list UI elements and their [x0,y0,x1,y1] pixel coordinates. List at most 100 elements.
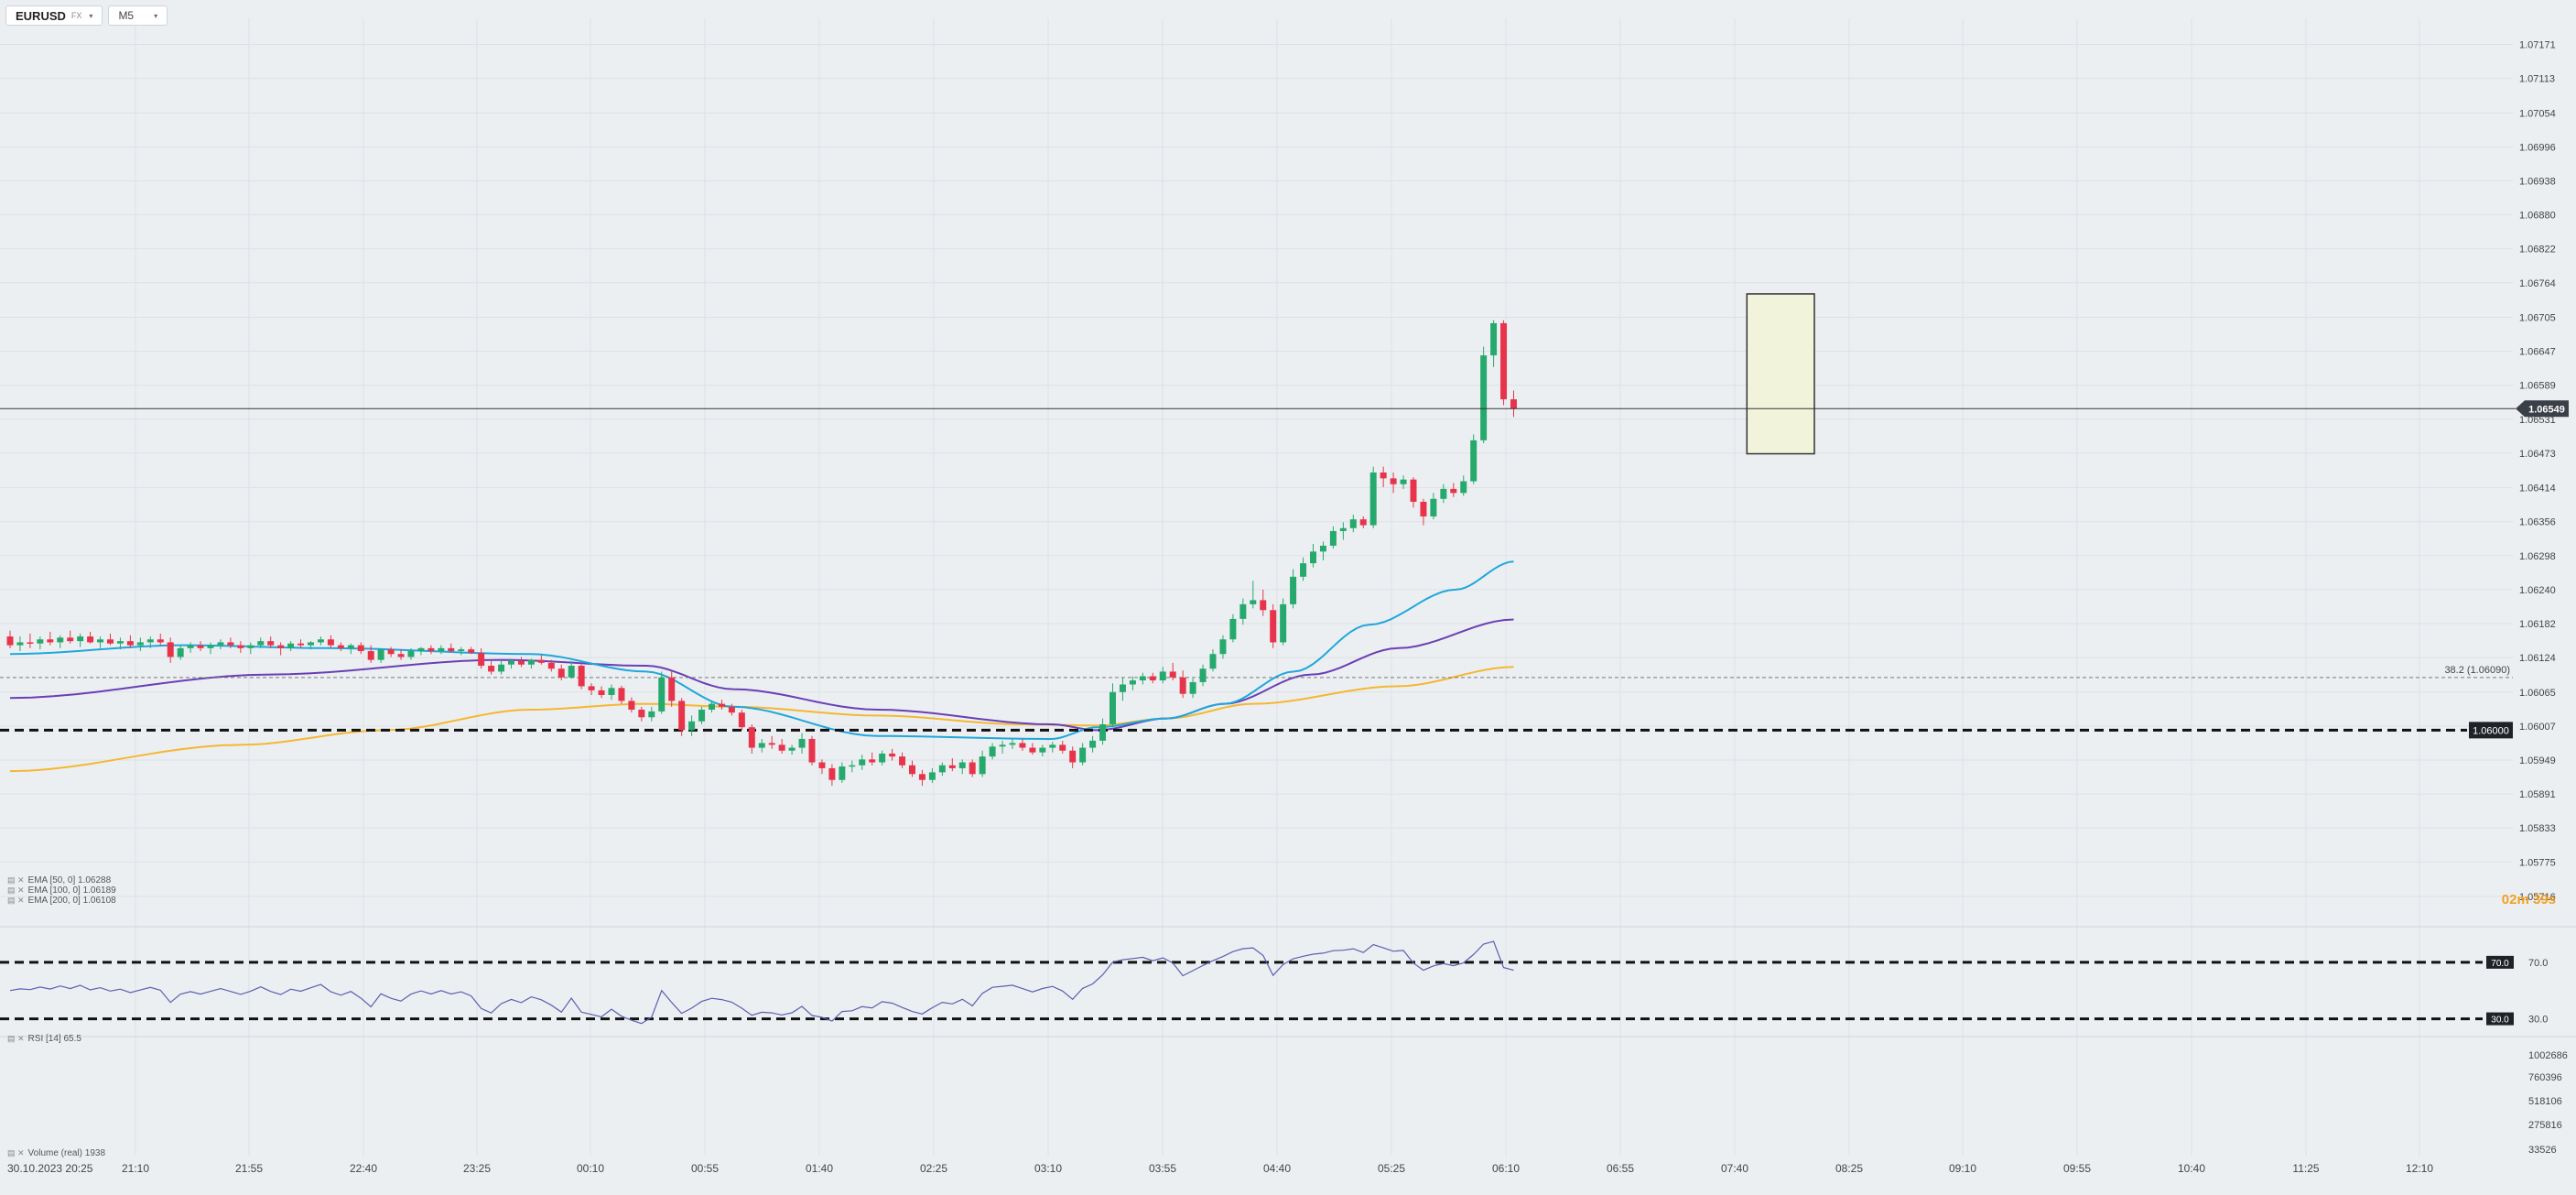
candle-body [1420,501,1427,516]
candle-body [808,738,816,763]
candle [828,764,836,787]
candle [1179,670,1186,699]
candle [989,743,996,760]
rsi-legend[interactable]: ▤ ✕ RSI [14] 65.5 [7,1034,81,1044]
time-axis-label: 12:10 [2406,1162,2433,1175]
candle-body [197,645,204,648]
candle-body [1440,488,1447,499]
candle-body [1290,576,1297,604]
candle-countdown: 02m 39s [2501,892,2556,907]
candle-body [948,765,956,768]
candle [6,630,14,648]
candle-body [979,756,986,775]
candle [157,633,164,646]
candle [527,658,535,669]
candle-body [638,709,645,718]
candle-body [568,666,575,678]
timeframe-selector[interactable]: M5 ▾ [108,5,168,26]
candle-body [247,645,254,648]
candle [136,637,144,652]
candle-body [367,651,374,660]
candle-body [1099,723,1107,741]
candle-body [798,738,806,748]
candle-body [298,643,305,646]
settings-icon: ▤ ✕ [7,896,25,905]
rsi-level-tag [2486,955,2514,969]
legend-ema100[interactable]: ▤ ✕ EMA [100, 0] 1.06189 [7,885,116,896]
candle-body [1199,668,1207,682]
price-tick-label: 1.06182 [2519,619,2556,630]
candle [287,641,295,652]
candle-body [557,668,565,678]
candle [1219,635,1227,659]
time-axis-label: 09:10 [1949,1162,1976,1175]
legend-ema50[interactable]: ▤ ✕ EMA [50, 0] 1.06288 [7,875,112,885]
candle [728,703,735,716]
candle-body [27,642,34,644]
candle-body [488,666,495,672]
candle [1510,390,1517,418]
candle [407,647,415,660]
price-tick-label: 1.06240 [2519,585,2556,596]
candle-body [1329,530,1337,546]
price-tick-label: 1.06647 [2519,347,2556,358]
candle [1349,515,1357,533]
candle-body [969,762,976,775]
candle-body [1089,740,1097,748]
candle [217,639,224,650]
candle-body [237,645,244,648]
volume-tick-label: 275816 [2528,1120,2562,1131]
candle [428,645,435,655]
candle-body [1490,322,1498,356]
candle [207,642,214,655]
candle [1410,477,1417,508]
time-axis-label: 03:55 [1149,1162,1176,1175]
support-level-tag [2469,722,2513,739]
candle-body [67,637,74,642]
price-tick-label: 1.05891 [2519,789,2556,800]
candle [1109,683,1116,728]
candle [1369,466,1377,528]
candle-body [718,703,725,707]
candle [588,683,595,695]
candle [808,735,816,766]
candle-body [517,660,525,665]
candle [618,685,625,704]
candle [1280,598,1287,646]
candle-body [1410,479,1417,502]
symbol-selector[interactable]: EURUSD FX ▾ [5,5,103,26]
candle [177,645,184,660]
settings-icon: ▤ ✕ [7,885,25,895]
legend-ema200[interactable]: ▤ ✕ EMA [200, 0] 1.06108 [7,896,116,906]
candle [909,760,915,777]
candle-body [498,664,505,672]
settings-icon: ▤ ✕ [7,875,25,885]
candle [37,636,44,650]
candle [718,700,725,710]
price-tick-label: 1.06764 [2519,278,2556,289]
candle-body [257,641,265,646]
candle-body [909,765,915,775]
candle-body [1349,519,1357,528]
candle [1390,473,1397,494]
candle-body [1149,676,1156,681]
candle-body [1390,478,1397,484]
candle [16,636,24,652]
candle [1270,603,1277,648]
candle [999,740,1006,754]
candle-body [1039,747,1046,753]
candle [1149,672,1156,684]
candle-body [899,756,906,766]
candle-body [337,645,344,648]
candle-body [1009,743,1016,745]
candle [658,671,666,714]
rsi-level-tag-label: 30.0 [2491,1016,2509,1026]
price-tick-label: 1.06065 [2519,688,2556,699]
candle-body [748,727,755,748]
volume-legend[interactable]: ▤ ✕ Volume (real) 1938 [7,1148,106,1158]
candle-body [889,753,896,757]
candle-body [678,701,686,731]
support-level-label: 1.06000 [2473,725,2509,736]
candle-body [1139,676,1146,681]
